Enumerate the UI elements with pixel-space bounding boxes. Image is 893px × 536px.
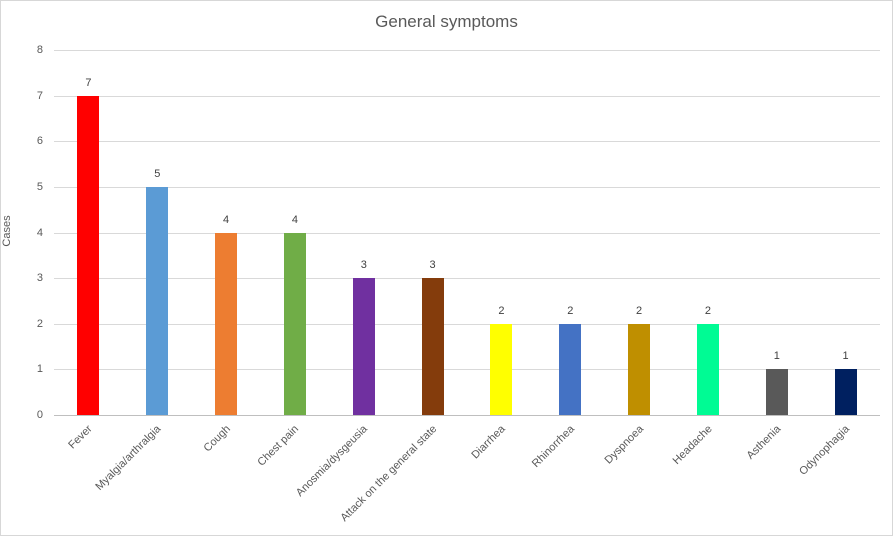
bar-fever xyxy=(77,95,100,415)
bar-value-label: 3 xyxy=(429,259,436,272)
y-tick-label: 5 xyxy=(36,180,43,193)
gridline xyxy=(54,50,880,51)
bar-value-label: 2 xyxy=(498,304,505,317)
plot-area: 7 5 4 4 3 3 2 2 2 2 1 1 xyxy=(54,50,880,416)
gridline xyxy=(54,323,880,325)
y-tick-label: 2 xyxy=(36,317,43,330)
chart-title: General symptoms xyxy=(375,12,518,31)
gridline xyxy=(54,186,880,188)
gridline xyxy=(54,369,880,371)
bar-value-label: 2 xyxy=(567,304,574,317)
bar-value-label: 5 xyxy=(154,167,161,180)
bar-odynophagia xyxy=(834,369,857,415)
x-tick-label: Diarrhea xyxy=(469,423,508,462)
bar-dyspnoea xyxy=(628,323,651,415)
x-tick-label: Dyspnoea xyxy=(602,423,646,467)
bar-value-label: 2 xyxy=(704,304,711,317)
y-tick-label: 1 xyxy=(36,363,43,376)
bar-value-label: 1 xyxy=(842,350,849,363)
gridline xyxy=(54,278,880,280)
bar-chest-pain xyxy=(283,232,306,415)
x-axis-line xyxy=(54,415,880,416)
y-tick-label: 0 xyxy=(36,409,43,421)
x-tick-label: Fever xyxy=(66,423,95,452)
y-axis-title: Cases xyxy=(1,215,13,247)
bar-anosmia-dysgeusia xyxy=(352,278,375,415)
gridline xyxy=(54,95,880,97)
x-tick-label: Asthenia xyxy=(744,423,784,462)
y-tick-label: 3 xyxy=(36,272,43,285)
x-tick-label: Anosmia/dysgeusia xyxy=(294,423,371,499)
bar-value-label: 2 xyxy=(636,304,643,317)
x-tick-label: Chest pain xyxy=(255,423,302,469)
bar-rhinorrhea xyxy=(559,323,582,415)
y-tick-label: 6 xyxy=(36,135,43,148)
bar-cough xyxy=(215,232,238,415)
x-tick-label: Headache xyxy=(670,423,715,467)
bar-value-label: 4 xyxy=(223,213,230,226)
x-tick-label: Odynophagia xyxy=(797,423,853,478)
y-tick-label: 7 xyxy=(36,89,43,102)
bar-value-label: 7 xyxy=(85,76,92,89)
x-tick-label: Rhinorrhea xyxy=(529,423,577,470)
bar-headache xyxy=(696,323,719,415)
gridline xyxy=(54,232,880,234)
bar-asthenia xyxy=(765,369,788,415)
gridline xyxy=(54,141,880,143)
bar-value-label: 4 xyxy=(291,213,298,226)
y-tick-label: 4 xyxy=(36,226,43,239)
bar-myalgia-arthralgia xyxy=(146,186,169,415)
x-tick-label: Myalgia/arthralgia xyxy=(93,423,164,493)
bar-attack-on-the-general-state xyxy=(421,278,444,415)
bar-value-label: 3 xyxy=(360,259,367,272)
x-tick-label: Cough xyxy=(201,423,233,455)
bar-value-label: 1 xyxy=(773,350,780,363)
bar-diarrhea xyxy=(490,323,513,415)
y-tick-label: 8 xyxy=(36,44,43,56)
